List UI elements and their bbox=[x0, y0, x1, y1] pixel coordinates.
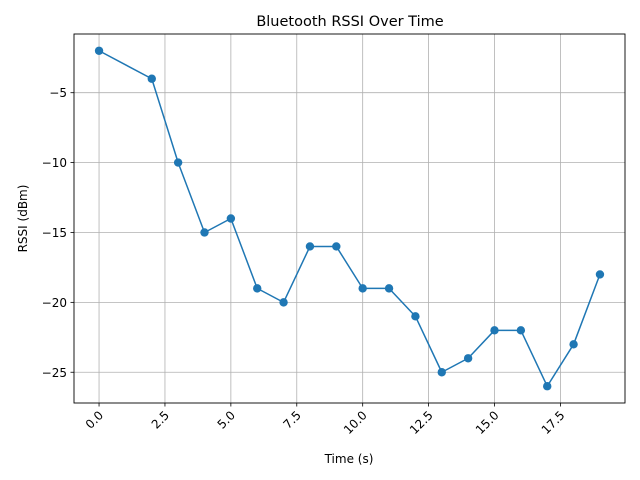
y-axis-ticks: −25 −20 −15 −10 −5 bbox=[42, 86, 74, 380]
data-point bbox=[305, 242, 315, 251]
x-tick-label: 2.5 bbox=[149, 408, 172, 431]
x-tick-label: 17.5 bbox=[539, 408, 568, 437]
data-point bbox=[173, 158, 183, 167]
data-point bbox=[411, 312, 420, 321]
x-tick-label: 10.0 bbox=[341, 408, 370, 437]
x-tick-label: 15.0 bbox=[473, 408, 502, 437]
data-point bbox=[94, 46, 104, 55]
y-axis-label: RSSI (dBm) bbox=[16, 185, 30, 253]
data-point bbox=[595, 270, 605, 279]
data-point bbox=[226, 214, 236, 223]
series-line bbox=[98, 50, 601, 387]
data-point bbox=[147, 74, 156, 83]
x-axis-ticks: 0.0 2.5 5.0 7.5 10.0 12.5 15.0 17.5 bbox=[83, 403, 568, 437]
data-point bbox=[516, 326, 526, 335]
data-point bbox=[332, 242, 341, 251]
x-tick-label: 12.5 bbox=[407, 408, 436, 437]
x-tick-label: 5.0 bbox=[215, 408, 238, 431]
y-tick-label: −5 bbox=[49, 86, 67, 100]
data-point bbox=[253, 284, 262, 293]
data-point bbox=[437, 368, 446, 377]
x-tick-label: 0.0 bbox=[83, 408, 106, 431]
chart-title: Bluetooth RSSI Over Time bbox=[256, 14, 443, 30]
data-point bbox=[463, 354, 473, 363]
data-point bbox=[490, 326, 499, 335]
data-point bbox=[543, 382, 552, 391]
y-tick-label: −25 bbox=[42, 366, 67, 380]
data-point bbox=[384, 284, 394, 293]
y-tick-label: −20 bbox=[42, 296, 67, 310]
grid-lines bbox=[74, 34, 625, 403]
x-tick-label: 7.5 bbox=[280, 408, 303, 431]
data-point bbox=[358, 284, 367, 293]
y-tick-label: −15 bbox=[42, 226, 67, 240]
y-tick-label: −10 bbox=[42, 156, 67, 170]
data-point bbox=[200, 228, 209, 237]
x-axis-label: Time (s) bbox=[324, 452, 374, 466]
data-point bbox=[279, 298, 288, 307]
data-series bbox=[94, 46, 605, 391]
plot-frame bbox=[73, 33, 626, 404]
data-point bbox=[569, 340, 578, 349]
